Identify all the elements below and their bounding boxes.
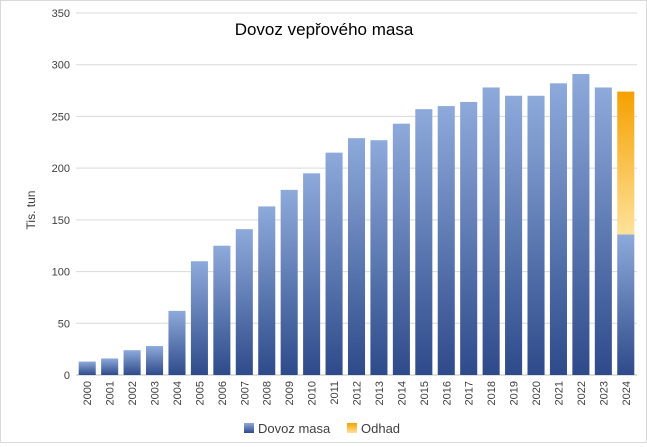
y-tick-label: 100 (52, 267, 70, 279)
x-tick-label: 2008 (262, 381, 274, 405)
bar-dovoz-masa-2003 (146, 346, 164, 375)
bar-dovoz-masa-2010 (303, 173, 321, 375)
x-tick-label: 2010 (307, 381, 319, 405)
legend-label-odhad: Odhad (361, 421, 400, 436)
bar-dovoz-masa-2005 (190, 261, 208, 375)
bars (78, 74, 635, 376)
bar-dovoz-masa-2000 (78, 361, 96, 375)
x-axis-ticks: 2000 2001 2002 2003 2004 2005 2006 2007 2008 2009… (82, 381, 633, 405)
bar-dovoz-masa-2019 (505, 95, 523, 375)
x-tick-label: 2014 (396, 381, 408, 405)
bar-dovoz-masa-2011 (325, 152, 343, 375)
bar-dovoz-masa-2004 (168, 310, 186, 375)
x-tick-label: 2020 (531, 381, 543, 405)
y-axis-ticks: 0 50 100 150 200 250 300 350 (52, 8, 70, 382)
bar-dovoz-masa-2020 (527, 95, 545, 375)
y-tick-label: 50 (58, 318, 70, 330)
bar-dovoz-masa-2014 (392, 123, 410, 375)
bar-dovoz-masa-2015 (415, 109, 433, 375)
x-tick-label: 2011 (329, 381, 341, 405)
legend: Dovoz masa Odhad (244, 421, 400, 436)
bar-dovoz-masa-2001 (101, 358, 119, 375)
x-tick-label: 2007 (239, 381, 251, 405)
bar-dovoz-masa-2021 (549, 83, 567, 376)
x-tick-label: 2004 (172, 381, 184, 405)
bar-dovoz-masa-2018 (482, 87, 500, 376)
x-tick-label: 2012 (352, 381, 364, 405)
bar-dovoz-masa-2024 (617, 234, 635, 375)
x-tick-label: 2002 (127, 381, 139, 405)
legend-swatch-dovoz-masa (244, 423, 254, 433)
x-tick-label: 2022 (576, 381, 588, 405)
x-tick-label: 2017 (464, 381, 476, 405)
y-tick-label: 350 (52, 8, 70, 20)
y-tick-label: 0 (64, 370, 70, 382)
x-tick-label: 2009 (284, 381, 296, 405)
bar-dovoz-masa-2008 (258, 206, 276, 375)
y-axis-label: Tis. tun (24, 191, 38, 230)
bar-dovoz-masa-2023 (594, 87, 612, 376)
bar-dovoz-masa-2009 (280, 189, 298, 375)
x-tick-label: 2016 (441, 381, 453, 405)
x-tick-label: 2018 (486, 381, 498, 405)
bar-odhad-2024 (617, 91, 635, 235)
x-tick-label: 2019 (509, 381, 521, 405)
bar-dovoz-masa-2002 (123, 350, 141, 375)
legend-swatch-odhad (347, 423, 357, 433)
bar-dovoz-masa-2017 (460, 101, 478, 375)
bar-dovoz-masa-2006 (213, 245, 231, 375)
bar-dovoz-masa-2013 (370, 140, 388, 375)
bar-dovoz-masa-2007 (235, 229, 253, 375)
x-tick-label: 2005 (194, 381, 206, 405)
y-tick-label: 250 (52, 111, 70, 123)
chart-title: Dovoz vepřového masa (235, 20, 414, 39)
x-tick-label: 2000 (82, 381, 94, 405)
y-tick-label: 150 (52, 215, 70, 227)
x-tick-label: 2013 (374, 381, 386, 405)
legend-label-dovoz-masa: Dovoz masa (258, 421, 331, 436)
x-tick-label: 2001 (105, 381, 117, 405)
x-tick-label: 2021 (553, 381, 565, 405)
y-tick-label: 300 (52, 60, 70, 72)
bar-dovoz-masa-2022 (572, 74, 590, 375)
bar-dovoz-masa-2012 (347, 138, 366, 375)
bar-dovoz-masa-2016 (437, 106, 455, 375)
x-tick-label: 2015 (419, 381, 431, 405)
y-tick-label: 200 (52, 163, 70, 175)
x-tick-label: 2006 (217, 381, 229, 405)
x-tick-label: 2003 (150, 381, 162, 405)
x-tick-label: 2023 (598, 381, 610, 405)
x-tick-label: 2024 (621, 381, 633, 405)
